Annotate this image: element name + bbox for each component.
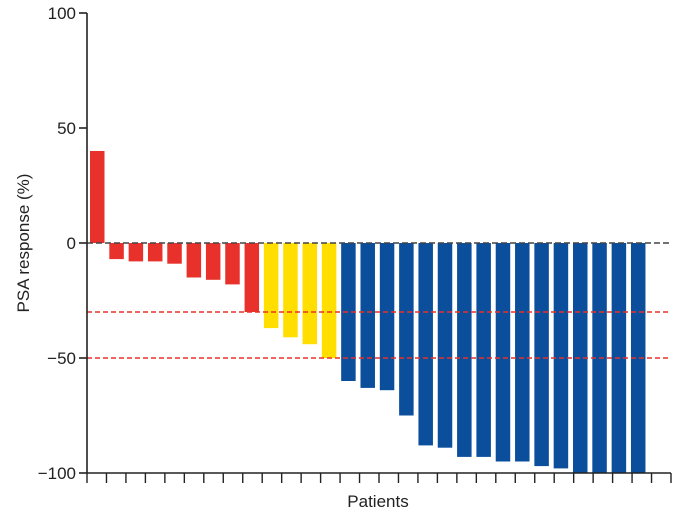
bar-patient-9 — [244, 243, 260, 312]
bar-patient-18 — [418, 243, 433, 446]
bar-patient-24 — [534, 243, 549, 467]
y-tick-label: 50 — [57, 119, 76, 138]
bar-patient-2 — [109, 243, 124, 260]
bars-group — [90, 151, 646, 473]
bar-patient-13 — [321, 243, 337, 358]
bar-patient-4 — [147, 243, 163, 262]
bar-patient-1 — [90, 151, 105, 243]
bar-patient-23 — [515, 243, 530, 462]
x-axis — [86, 472, 672, 483]
bar-patient-5 — [167, 243, 182, 264]
bar-patient-25 — [553, 243, 569, 469]
bar-patient-8 — [225, 243, 240, 285]
bar-patient-21 — [476, 243, 491, 457]
y-axis-title: PSA response (%) — [14, 174, 33, 313]
bar-patient-11 — [283, 243, 298, 338]
bar-patient-15 — [360, 243, 375, 388]
bar-patient-3 — [128, 243, 144, 262]
bar-patient-22 — [495, 243, 511, 462]
bar-patient-16 — [379, 243, 395, 391]
y-tick-label: 0 — [67, 234, 76, 253]
bar-patient-29 — [630, 243, 646, 473]
bar-patient-6 — [186, 243, 202, 278]
y-tick-label: −100 — [38, 464, 76, 483]
y-tick-label: −50 — [47, 349, 76, 368]
bar-patient-7 — [205, 243, 221, 280]
bar-patient-17 — [399, 243, 414, 416]
bar-patient-10 — [263, 243, 279, 329]
bar-patient-20 — [457, 243, 472, 457]
x-axis-title: Patients — [347, 492, 408, 511]
reference-lines — [87, 242, 671, 359]
bar-patient-26 — [573, 243, 588, 473]
bar-patient-14 — [341, 243, 356, 381]
y-axis: 100 50 0 −50 −100 — [38, 4, 88, 483]
bar-patient-12 — [302, 243, 318, 345]
bar-patient-19 — [437, 243, 453, 448]
y-tick-label: 100 — [48, 4, 76, 23]
